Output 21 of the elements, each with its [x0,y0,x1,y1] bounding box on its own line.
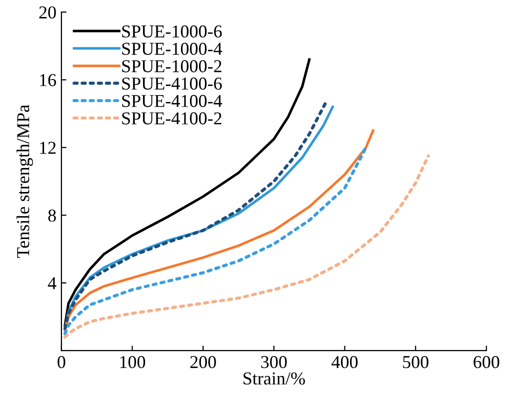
legend-label: SPUE-4100-4 [122,94,222,108]
legend-label: SPUE-4100-6 [122,78,222,90]
x-tick-label: 600 [474,356,500,368]
y-tick-label: 4 [48,277,56,290]
y-tick-label: 8 [48,209,56,222]
legend-label: SPUE-1000-2 [122,60,222,72]
y-axis-title: Tensile strength/MPa [16,104,33,258]
x-tick-label: 0 [58,356,66,368]
y-tick-label: 20 [39,6,56,19]
y-tick-label: 16 [40,74,56,86]
x-tick-label: 100 [120,356,146,368]
legend-label: SPUE-4100-2 [122,112,222,124]
x-axis-title: Strain/% [244,372,305,385]
x-tick-label: 500 [403,356,428,368]
legend-label: SPUE-1000-6 [122,25,222,38]
x-tick-label: 300 [261,356,287,368]
line-series [63,154,430,339]
legend-label: SPUE-1000-4 [122,42,222,55]
x-tick-label: 200 [190,356,216,368]
x-tick-label: 400 [332,356,358,368]
y-tick-label: 12 [40,142,56,154]
